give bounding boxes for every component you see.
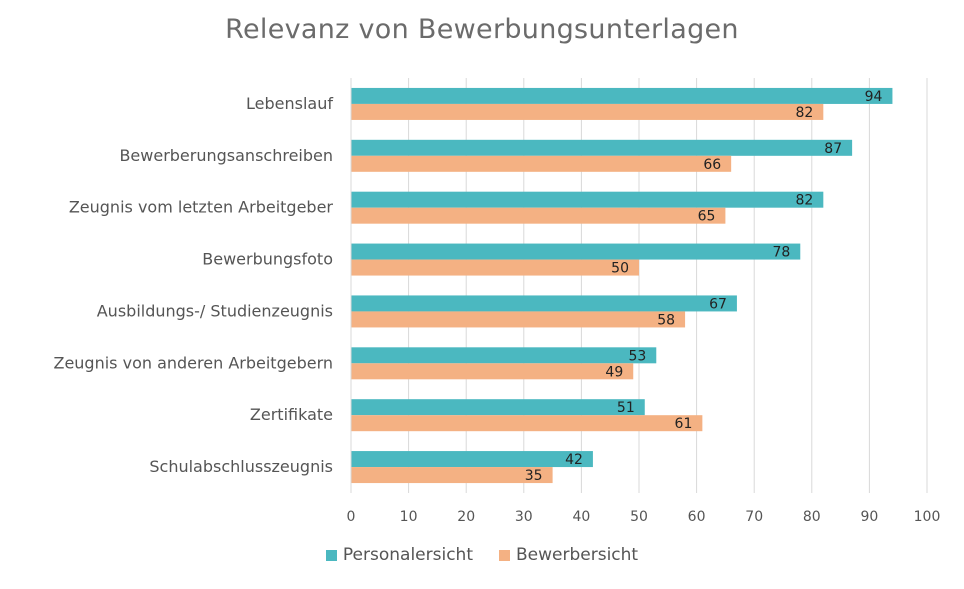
legend-swatch [499,549,510,561]
x-tick-label: 50 [630,509,648,525]
data-label: 42 [565,452,583,468]
bar-bewerbersicht [351,415,703,432]
bar-personalersicht [351,451,593,468]
chart-title: Relevanz von Bewerbungsunterlagen [225,14,739,45]
bar-bewerbersicht [351,467,553,484]
data-label: 50 [611,261,629,277]
category-label: Zertifikate [250,405,333,424]
category-label: Bewerbungsfoto [202,250,333,269]
data-label: 82 [795,105,813,121]
category-label: Schulabschlusszeugnis [149,457,333,476]
legend-label: Bewerbersicht [516,545,639,565]
x-tick-label: 60 [688,509,706,525]
x-tick-label: 0 [347,509,356,525]
data-label: 53 [628,348,646,364]
labels: 0 10 20 30 40 50 60 70 80 90 100 Lebenslauf 94 82 Bewe… [53,89,940,525]
category-label: Zeugnis von anderen Arbeitgebern [53,353,333,372]
legend-label: Personalersicht [342,545,473,565]
data-label: 49 [605,364,623,380]
data-label: 61 [675,416,693,432]
x-tick-label: 30 [515,509,533,525]
bar-bewerbersicht [351,259,639,276]
bar-chart: 0 10 20 30 40 50 60 70 80 90 100 Lebenslauf 94 82 Bewe… [53,78,940,525]
category-label: Zeugnis vom letzten Arbeitgeber [69,198,334,217]
category-label: Ausbildungs-/ Studienzeugnis [97,301,333,320]
x-tick-label: 10 [400,509,418,525]
bar-personalersicht [351,243,801,260]
bar-bewerbersicht [351,155,732,172]
bar-personalersicht [351,399,645,416]
bar-personalersicht [351,347,657,364]
data-label: 65 [698,209,716,225]
bar-bewerbersicht [351,363,634,380]
bar-bewerbersicht [351,207,726,224]
data-label: 67 [709,296,727,312]
x-tick-label: 70 [745,509,763,525]
bar-personalersicht [351,139,853,156]
bar-personalersicht [351,191,824,208]
data-label: 51 [617,400,635,416]
category-label: Lebenslauf [246,94,333,113]
data-label: 82 [795,193,813,209]
data-label: 94 [865,89,883,105]
data-label: 87 [824,141,842,157]
legend: Personalersicht Bewerbersicht [0,545,964,565]
x-tick-label: 20 [457,509,475,525]
x-tick-label: 40 [572,509,590,525]
data-label: 58 [657,312,675,328]
legend-swatch [325,549,337,561]
data-label: 35 [525,468,543,484]
bar-personalersicht [351,295,737,312]
legend-item: Bewerbersicht [499,545,638,565]
bar-bewerbersicht [351,311,686,328]
legend-item: Personalersicht [325,545,473,565]
bars [350,78,893,493]
data-label: 66 [703,157,721,173]
data-label: 78 [772,245,790,261]
x-tick-label: 80 [803,509,821,525]
x-tick-label: 100 [914,509,941,525]
bar-personalersicht [351,87,893,104]
category-label: Bewerberungsanschreiben [119,146,333,165]
bar-bewerbersicht [351,103,824,120]
x-tick-label: 90 [860,509,878,525]
